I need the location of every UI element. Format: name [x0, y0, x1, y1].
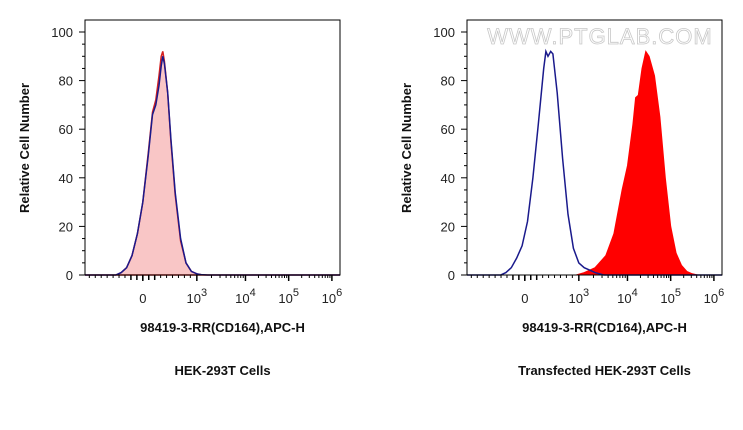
x-axis-label: 98419-3-RR(CD164),APC-H	[140, 320, 305, 335]
x-tick-label: 106	[704, 287, 725, 306]
plot-frame	[84, 19, 341, 276]
watermark-logo: WWW.PTGLAB.COM	[487, 24, 712, 49]
x-tick-label: 104	[617, 287, 638, 306]
series-sample	[85, 51, 340, 276]
y-tick-label: 80	[441, 74, 455, 89]
y-axis-label: Relative Cell Number	[17, 83, 32, 213]
x-tick-label: 105	[278, 287, 299, 306]
series-sample	[467, 50, 722, 276]
plot-frame	[466, 19, 723, 276]
y-tick-label: 60	[441, 122, 455, 137]
series-control	[85, 56, 340, 276]
chart-panel-2: 0 20 40 60 80 100 0 103 104 105 106 98419-3-RR(CD16…	[399, 19, 725, 378]
y-tick-label: 40	[59, 171, 73, 186]
x-tick-label: 104	[235, 287, 256, 306]
x-tick-label: 106	[322, 287, 343, 306]
y-tick-label: 60	[59, 122, 73, 137]
y-tick-label: 0	[66, 268, 73, 283]
y-tick-label: 80	[59, 74, 73, 89]
x-tick-label: 103	[187, 287, 208, 306]
chart-title: Transfected HEK-293T Cells	[518, 363, 691, 378]
x-tick-label: 0	[139, 291, 146, 306]
x-tick-label: 103	[569, 287, 590, 306]
y-tick-label: 40	[441, 171, 455, 186]
x-tick-label: 0	[521, 291, 528, 306]
y-axis-label: Relative Cell Number	[399, 83, 414, 213]
x-tick-label: 105	[660, 287, 681, 306]
y-tick-label: 100	[51, 25, 73, 40]
y-tick-label: 20	[59, 219, 73, 234]
series-control	[467, 48, 722, 276]
chart-title: HEK-293T Cells	[174, 363, 270, 378]
y-tick-label: 100	[433, 25, 455, 40]
chart-panel-1: 0 20 40 60 80 100 0 103 104 105 106 98419-3-RR(CD16…	[17, 19, 343, 378]
x-axis-label: 98419-3-RR(CD164),APC-H	[522, 320, 687, 335]
y-tick-label: 20	[441, 219, 455, 234]
y-tick-label: 0	[448, 268, 455, 283]
